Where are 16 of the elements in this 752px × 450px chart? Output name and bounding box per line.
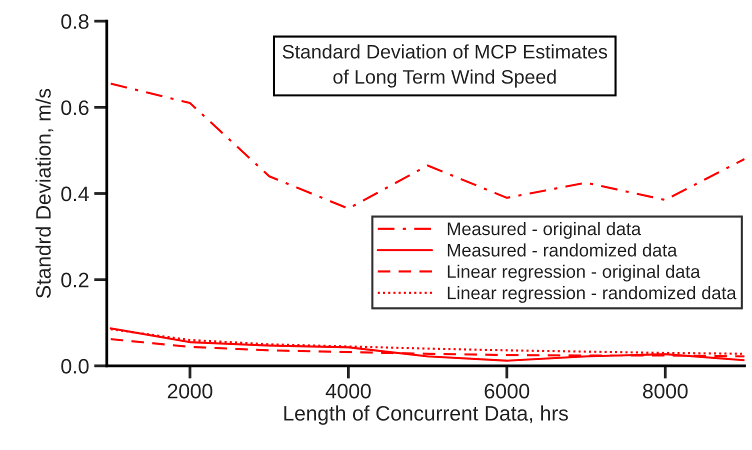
text: Standard Deviation of MCP Estimates of Long Term Wind Speed <box>282 44 608 88</box>
y-tick-label: 0.6 <box>61 100 89 116</box>
y-axis-title: Standrd Deviation, m/s <box>35 88 54 298</box>
y-tick-label: 0.2 <box>61 272 88 288</box>
x-tick-label: 4000 <box>326 384 371 399</box>
x-tick-label: 8000 <box>642 384 688 399</box>
legend-label: Linear regression - original data <box>448 264 700 282</box>
legend-label: Measured - randomized data <box>448 243 678 257</box>
x-tick-label: 6000 <box>484 384 530 399</box>
y-tick-label: 0.4 <box>61 186 89 202</box>
legend-label: Measured - original data <box>448 222 642 239</box>
x-axis-title: Length of Concurrent Data, hrs <box>284 405 568 425</box>
y-tick-label: 0.0 <box>61 358 89 374</box>
y-tick-label: 0.8 <box>61 14 89 29</box>
x-tick-label: 2000 <box>168 384 212 399</box>
legend-label: Linear regression - randomized data <box>448 286 736 303</box>
